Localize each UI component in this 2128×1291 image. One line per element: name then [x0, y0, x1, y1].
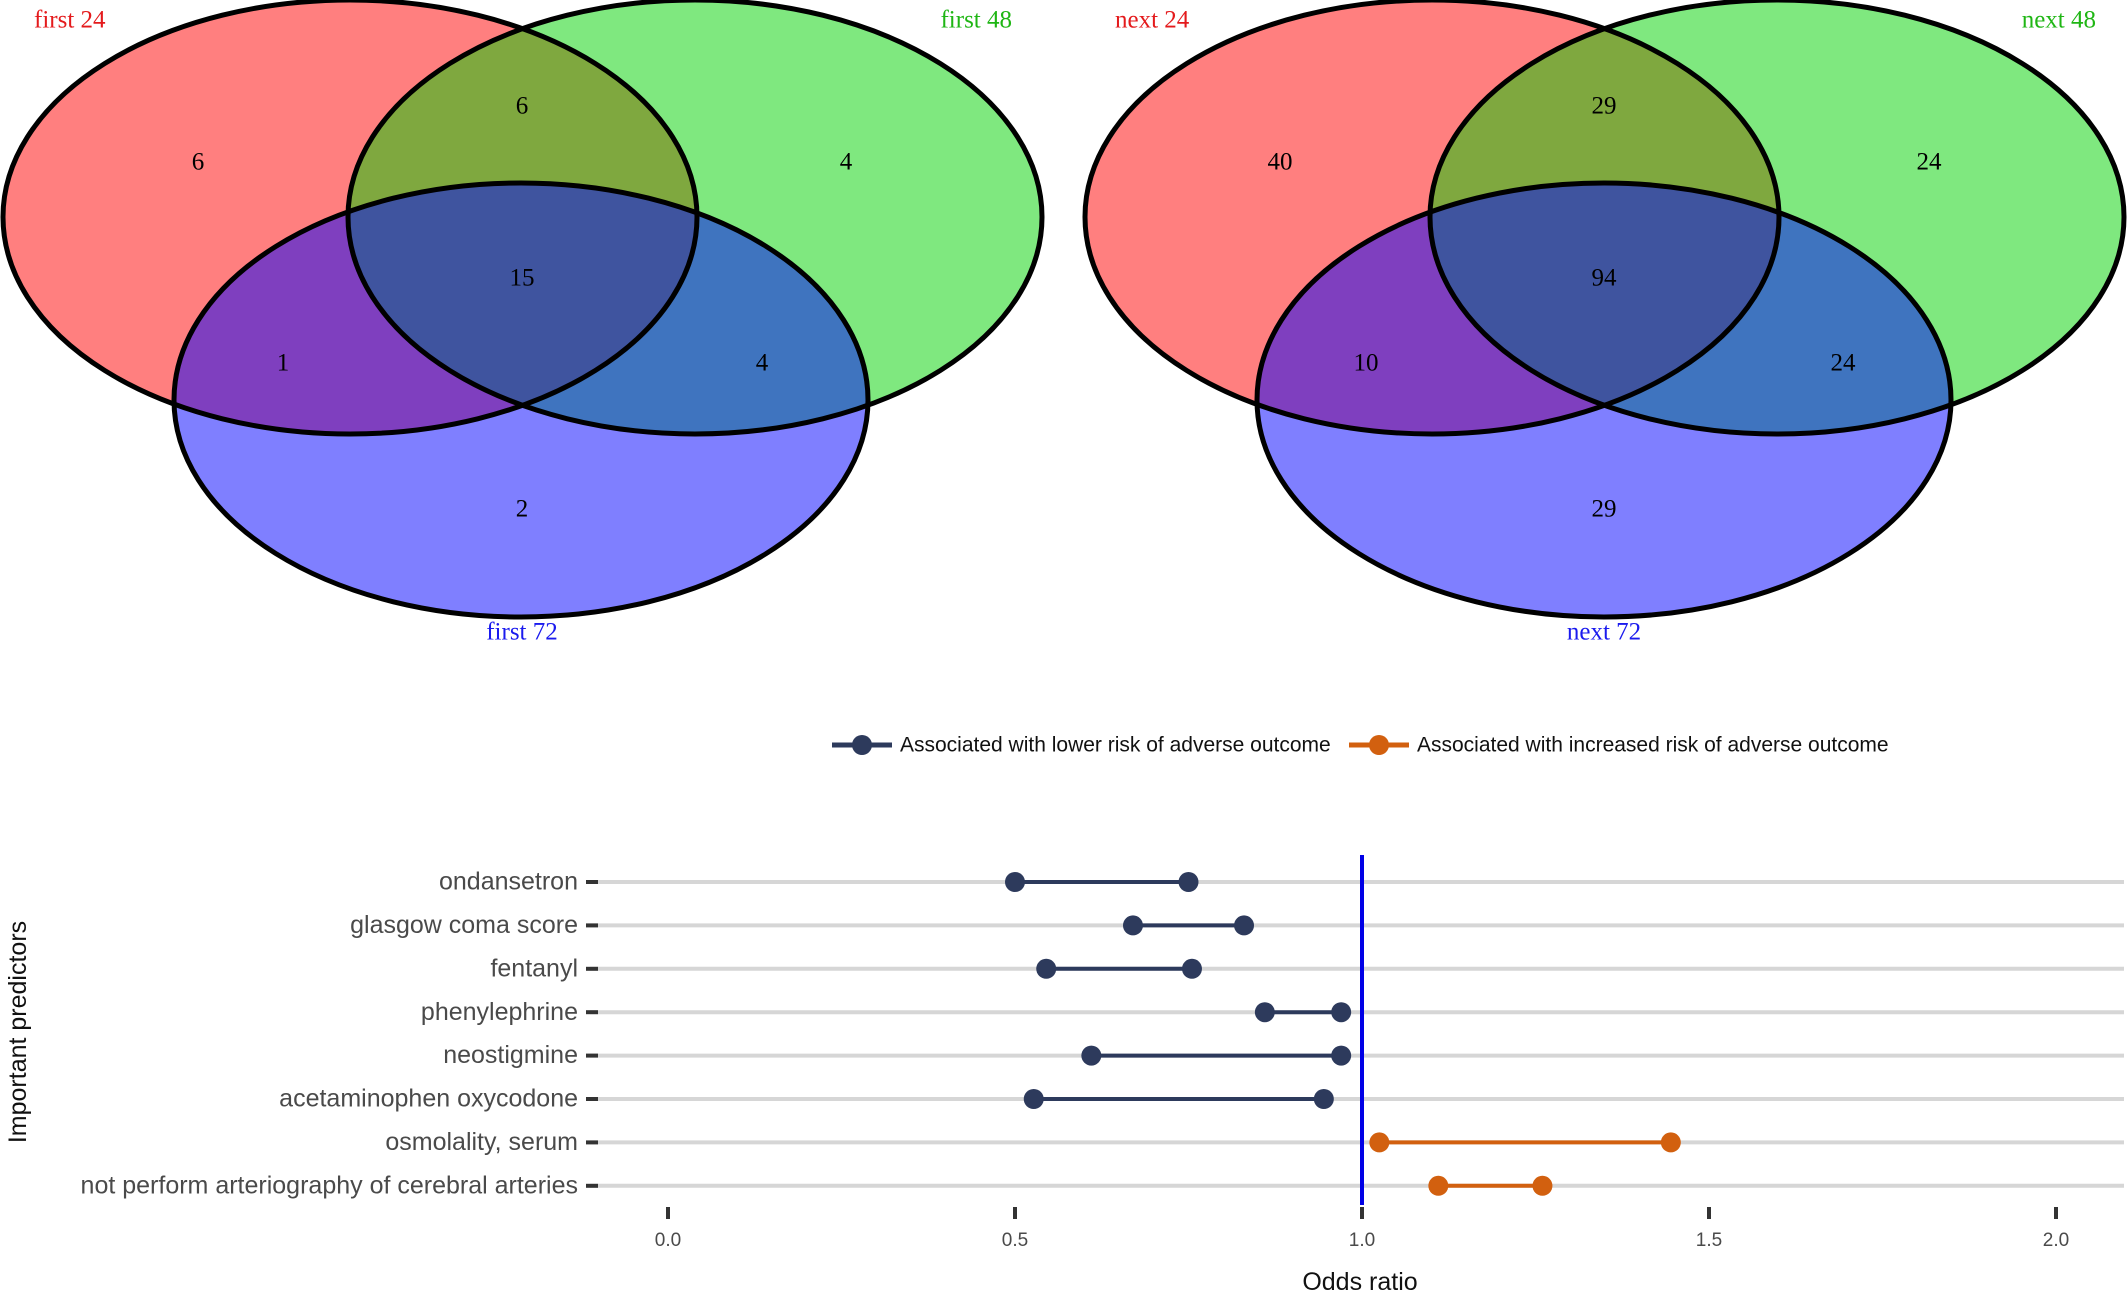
- venn-left-a-only: 6: [192, 149, 205, 176]
- venn-left-set-b-outline: [345, 0, 1045, 437]
- venn-right-bc-only: 24: [1831, 350, 1857, 377]
- y-label-2: glasgow coma score: [350, 911, 578, 939]
- x-tick-label-1: 0.0: [655, 1230, 681, 1251]
- x-tick-label-4: 1.5: [1696, 1230, 1722, 1251]
- dumbbell-high-point-2: [1234, 915, 1255, 936]
- venn-right-abc: 94: [1592, 265, 1618, 292]
- venn-right-set-b-label: next 48: [2022, 7, 2096, 34]
- venn-left-ab-only: 6: [516, 93, 529, 120]
- dumbbell-high-point-1: [1178, 872, 1199, 892]
- venn-right: 40 29 24 94 10 24 29 next 24 next 48 nex…: [1082, 0, 2127, 646]
- dumbbell-high-point-3: [1181, 958, 1202, 979]
- y-axis-title: Important predictors: [4, 921, 32, 1143]
- venn-left-set-c-ellipse: [174, 183, 868, 617]
- dumbbell-low-point-6: [1023, 1089, 1044, 1109]
- venn-right-set-b-outline: [1427, 0, 2127, 437]
- dumbbell-high-point-4: [1331, 1002, 1352, 1023]
- venn-left-set-a-outline: [0, 0, 700, 437]
- dumbbell-marks: [1005, 872, 1681, 1196]
- venn-right-b-only: 24: [1917, 149, 1943, 176]
- venn-right-c-only: 29: [1592, 496, 1617, 523]
- dumbbell-low-point-7: [1369, 1132, 1390, 1153]
- y-axis-labels: ondansetron glasgow coma score fentanyl phe…: [81, 868, 598, 1199]
- venn-left-bc-only: 4: [756, 350, 769, 377]
- venn-left: 6 6 4 15 1 4 2 first 24 first 48 first 7…: [0, 0, 1045, 646]
- legend-increased-risk-label: Associated with increased risk of advers…: [1417, 734, 1889, 757]
- dumbbell-low-point-4: [1254, 1002, 1275, 1023]
- legend-lower-risk-marker: [852, 735, 872, 755]
- legend: Associated with lower risk of adverse ou…: [832, 734, 1889, 757]
- venn-left-set-c-outline: [171, 180, 871, 620]
- dumbbell-low-point-3: [1036, 958, 1057, 979]
- x-tick-label-5: 2.0: [2043, 1230, 2069, 1251]
- venn-left-set-a-label: first 24: [34, 7, 106, 34]
- venn-right-ac-only: 10: [1354, 350, 1379, 377]
- x-tick-label-3: 1.0: [1349, 1230, 1375, 1251]
- dumbbell-high-point-8: [1532, 1175, 1553, 1196]
- dumbbell-high-point-6: [1313, 1089, 1334, 1109]
- dumbbell-high-point-5: [1331, 1045, 1352, 1066]
- dumbbell-low-point-1: [1005, 872, 1025, 892]
- y-label-1: ondansetron: [439, 868, 578, 896]
- venn-right-set-c-label: next 72: [1567, 619, 1641, 646]
- grid: [590, 880, 2124, 1188]
- legend-lower-risk-label: Associated with lower risk of adverse ou…: [900, 734, 1331, 757]
- venn-right-set-a-outline: [1082, 0, 1782, 437]
- y-label-6: acetaminophen oxycodone: [279, 1085, 578, 1113]
- dumbbell-low-point-8: [1428, 1175, 1449, 1196]
- x-tick-label-2: 0.5: [1002, 1230, 1028, 1251]
- venn-left-b-only: 4: [840, 149, 853, 176]
- y-label-8: not perform arteriography of cerebral ar…: [81, 1171, 578, 1199]
- venn-right-set-a-label: next 24: [1115, 7, 1190, 34]
- y-label-3: fentanyl: [490, 954, 578, 982]
- x-axis-title: Odds ratio: [1302, 1268, 1417, 1291]
- venn-left-abc: 15: [510, 265, 535, 292]
- dumbbell-low-point-5: [1081, 1045, 1102, 1066]
- dumbbell-low-point-2: [1122, 915, 1143, 936]
- venn-left-set-c-label: first 72: [486, 619, 558, 646]
- dumbbell-chart: Associated with lower risk of adverse ou…: [4, 734, 2124, 1291]
- venn-right-set-c-outline: [1254, 180, 1954, 620]
- dumbbell-high-point-7: [1660, 1132, 1681, 1153]
- venn-left-set-b-label: first 48: [940, 7, 1012, 34]
- y-label-5: neostigmine: [443, 1041, 578, 1069]
- y-label-7: osmolality, serum: [385, 1128, 578, 1156]
- venn-left-ac-only: 1: [277, 350, 290, 377]
- venn-right-a-only: 40: [1268, 149, 1293, 176]
- x-axis: 0.0 0.5 1.0 1.5 2.0: [655, 1207, 2069, 1251]
- venn-right-ab-only: 29: [1592, 93, 1617, 120]
- y-label-4: phenylephrine: [421, 998, 578, 1026]
- venn-left-c-only: 2: [516, 496, 529, 523]
- legend-increased-risk-marker: [1369, 735, 1389, 755]
- venn-right-set-c-ellipse: [1257, 183, 1951, 617]
